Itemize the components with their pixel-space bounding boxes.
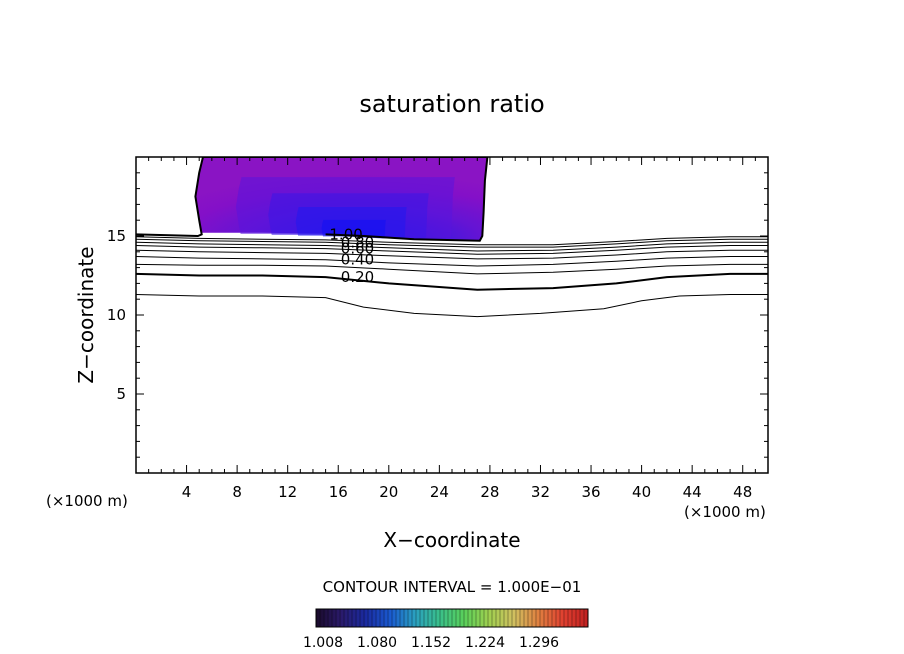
x-tick-label: 28 [480,483,499,501]
contour-label: 0.60 [341,240,374,258]
contour-interval-text: CONTOUR INTERVAL = 1.000E−01 [323,578,582,596]
x-tick-label: 40 [632,483,651,501]
x-tick-labels: 4 8 12 16 20 24 28 32 36 40 44 48 [182,483,752,501]
chart-title: saturation ratio [359,90,544,118]
colorbar-tick-label: 1.080 [357,635,397,651]
colorbar-tick-label: 1.296 [519,635,559,651]
x-tick-label: 24 [430,483,449,501]
y-tick-label: 10 [107,306,126,324]
contour-line [136,294,768,318]
contour-line [136,263,768,275]
contour-line [136,249,768,260]
contour-line [136,236,768,246]
x-tick-label: 8 [232,483,242,501]
x-tick-label: 16 [329,483,348,501]
x-tick-label: 12 [278,483,297,501]
colorbar-tick-label: 1.008 [303,635,343,651]
colorbar-stripes [319,609,585,627]
x-tick-label: 44 [683,483,702,501]
plot-area: 1.000.800.600.400.20 4 8 12 16 20 24 28 32 36 40 4… [107,156,769,501]
x-unit-left: (×1000 m) [46,492,128,510]
x-tick-label: 32 [531,483,550,501]
contour-line [136,245,768,255]
x-tick-label: 20 [379,483,398,501]
colorbar: 1.008 1.080 1.152 1.224 1.296 [303,608,589,651]
colorbar-tick-labels: 1.008 1.080 1.152 1.224 1.296 [303,635,559,651]
contour-line [136,157,489,242]
y-tick-labels: 5 10 15 [107,227,126,403]
contour-line [136,241,768,252]
x-tick-label: 4 [182,483,192,501]
y-axis-label: Z−coordinate [74,246,98,383]
y-tick-label: 5 [116,385,126,403]
contour-label: 0.20 [341,268,374,286]
contour-line [136,238,768,248]
contour-lines [136,157,768,318]
x-axis-label: X−coordinate [383,528,520,552]
x-tick-label: 48 [733,483,752,501]
colorbar-tick-label: 1.152 [411,635,451,651]
x-unit-right: (×1000 m) [684,503,766,521]
contour-label: 0.40 [341,251,374,269]
x-tick-label: 36 [581,483,600,501]
contour-line [136,256,768,267]
contour-label: 1.00 [329,225,362,243]
contour-line [136,272,768,291]
y-tick-label: 15 [107,227,126,245]
contour-label: 0.80 [341,233,374,251]
shaded-region [195,157,488,241]
colorbar-tick-label: 1.224 [465,635,505,651]
shaded-band [321,219,386,239]
contour-labels: 1.000.800.600.400.20 [329,225,374,286]
axis-ticks [136,157,768,473]
